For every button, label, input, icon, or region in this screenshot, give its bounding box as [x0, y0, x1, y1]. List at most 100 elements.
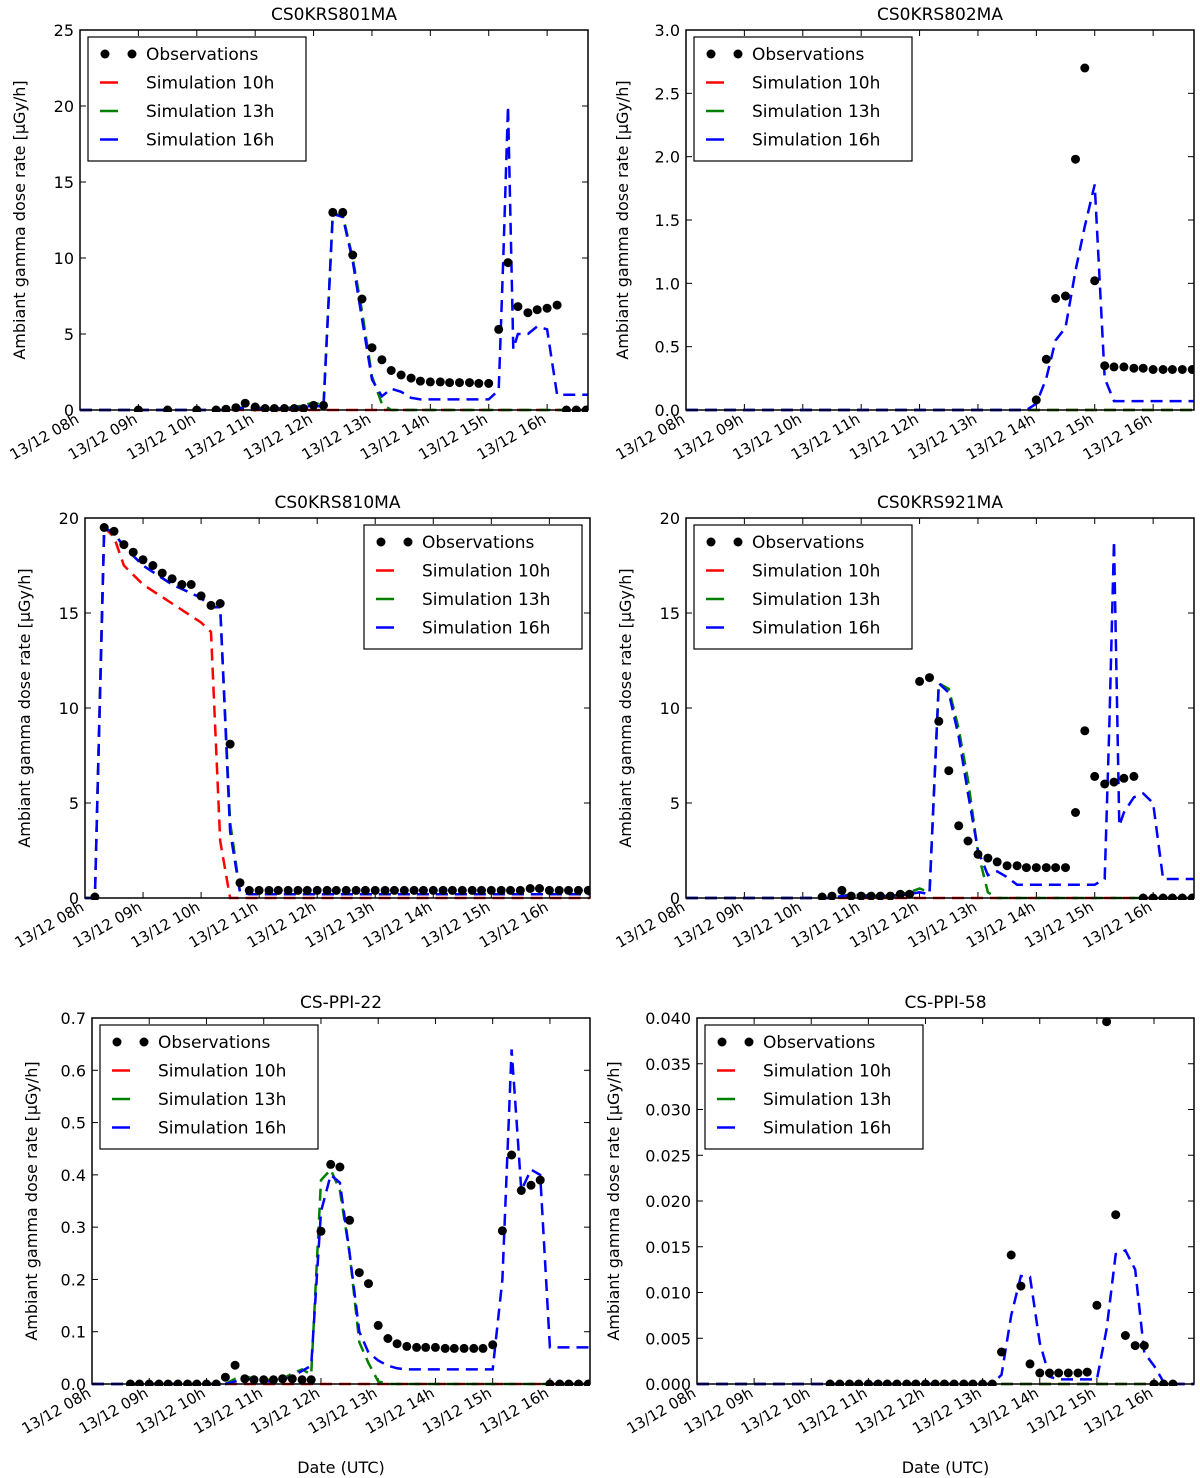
- observation-point: [341, 885, 351, 895]
- y-tick-label: 20: [660, 509, 680, 528]
- observation-point: [396, 370, 406, 380]
- observation-point: [418, 885, 428, 895]
- observation-point: [1109, 777, 1119, 787]
- observation-point: [1177, 365, 1187, 374]
- series-line-simulation-16h: [686, 184, 1194, 412]
- legend-label: Simulation 16h: [763, 1119, 891, 1139]
- legend-label: Simulation 10h: [752, 74, 880, 94]
- observation-point: [235, 878, 245, 888]
- observation-point: [496, 885, 506, 895]
- observation-point: [297, 1375, 307, 1385]
- observation-point: [1016, 1281, 1026, 1291]
- observation-point: [817, 892, 827, 900]
- y-tick-label: 0.0: [655, 401, 680, 420]
- observation-point: [240, 1374, 250, 1384]
- chart-title: CS-PPI-22: [300, 993, 382, 1013]
- observation-point: [856, 891, 866, 900]
- axes-frame: [79, 29, 589, 411]
- observation-point: [316, 1226, 326, 1236]
- y-tick-label: 10: [660, 699, 680, 718]
- observation-point: [360, 885, 370, 895]
- observation-point: [997, 1347, 1006, 1357]
- observation-point: [1111, 1210, 1121, 1220]
- observation-point: [279, 404, 289, 412]
- legend-label: Simulation 13h: [763, 1090, 891, 1110]
- observation-point: [552, 300, 562, 310]
- observation-point: [513, 302, 523, 312]
- observation-point: [1035, 1368, 1045, 1378]
- observation-point: [392, 1339, 402, 1349]
- observation-point: [177, 580, 187, 589]
- y-tick-label: 0.3: [61, 1218, 86, 1237]
- y-tick-label: 1.5: [655, 211, 680, 230]
- observation-point: [474, 378, 484, 388]
- observation-point: [1129, 363, 1139, 373]
- observation-point: [440, 1343, 450, 1353]
- y-tick-label: 0.040: [645, 1009, 691, 1028]
- observation-point: [1025, 1359, 1035, 1369]
- observation-point: [846, 891, 856, 900]
- legend-label: Simulation 16h: [146, 131, 274, 151]
- observation-point: [351, 885, 361, 895]
- observation-point: [348, 250, 358, 260]
- observation-point: [1006, 1250, 1016, 1260]
- legend-marker: [733, 49, 743, 59]
- observation-point: [435, 377, 445, 387]
- observation-point: [506, 885, 515, 895]
- y-tick-label: 10: [54, 249, 74, 268]
- y-tick-label: 0.020: [645, 1192, 691, 1211]
- legend: Observations Simulation 10h Simulation 13h…: [693, 524, 913, 650]
- observation-point: [338, 207, 348, 217]
- y-axis-label: Ambiant gamma dose rate [µGy/h]: [616, 568, 635, 847]
- observation-point: [526, 1180, 536, 1190]
- observation-point: [1045, 1368, 1054, 1378]
- y-tick-label: 5: [69, 794, 79, 813]
- y-tick-label: 0.4: [61, 1166, 86, 1185]
- y-axis-label: Ambiant gamma dose rate [µGy/h]: [604, 1061, 623, 1340]
- legend-marker: [744, 1037, 754, 1047]
- y-axis-label: Ambiant gamma dose rate [µGy/h]: [10, 80, 29, 359]
- chart-title: CS0KRS921MA: [877, 493, 1003, 513]
- y-tick-label: 0: [69, 889, 79, 908]
- legend-box: [693, 524, 913, 650]
- observation-point: [289, 404, 299, 412]
- legend-label: Simulation 10h: [422, 562, 550, 582]
- observation-point: [497, 1226, 507, 1236]
- observation-point: [535, 1175, 545, 1185]
- y-tick-label: 0.5: [655, 338, 680, 357]
- observation-point: [535, 884, 544, 893]
- chart-title: CS-PPI-58: [904, 993, 986, 1013]
- observation-point: [1109, 362, 1119, 372]
- legend-box: [87, 36, 307, 162]
- y-axis-label: Ambiant gamma dose rate [µGy/h]: [15, 568, 34, 847]
- observation-point: [1139, 1341, 1149, 1351]
- observation-point: [326, 1159, 336, 1169]
- observation-point: [231, 403, 241, 412]
- observation-point: [438, 885, 448, 895]
- legend-box: [693, 36, 913, 162]
- observation-point: [459, 1343, 469, 1353]
- y-tick-label: 0.7: [61, 1009, 86, 1028]
- legend-marker: [112, 1037, 122, 1047]
- observation-point: [249, 1375, 259, 1385]
- legend-label: Simulation 10h: [146, 74, 274, 94]
- observation-point: [278, 1374, 288, 1384]
- observation-point: [221, 404, 231, 412]
- y-tick-label: 1.0: [655, 274, 680, 293]
- observation-point: [1041, 354, 1051, 364]
- y-tick-label: 0.005: [645, 1329, 691, 1348]
- observation-point: [1090, 276, 1100, 286]
- legend-marker: [706, 537, 716, 547]
- observation-point: [128, 547, 138, 557]
- observation-point: [1138, 363, 1148, 373]
- observation-point: [90, 892, 100, 900]
- observation-point: [963, 836, 973, 846]
- observation-point: [469, 1343, 479, 1353]
- observation-point: [554, 885, 564, 895]
- observation-point: [837, 885, 847, 895]
- observation-point: [119, 540, 129, 550]
- legend-label: Observations: [752, 45, 865, 65]
- observation-point: [1063, 1368, 1073, 1378]
- observation-point: [148, 561, 158, 570]
